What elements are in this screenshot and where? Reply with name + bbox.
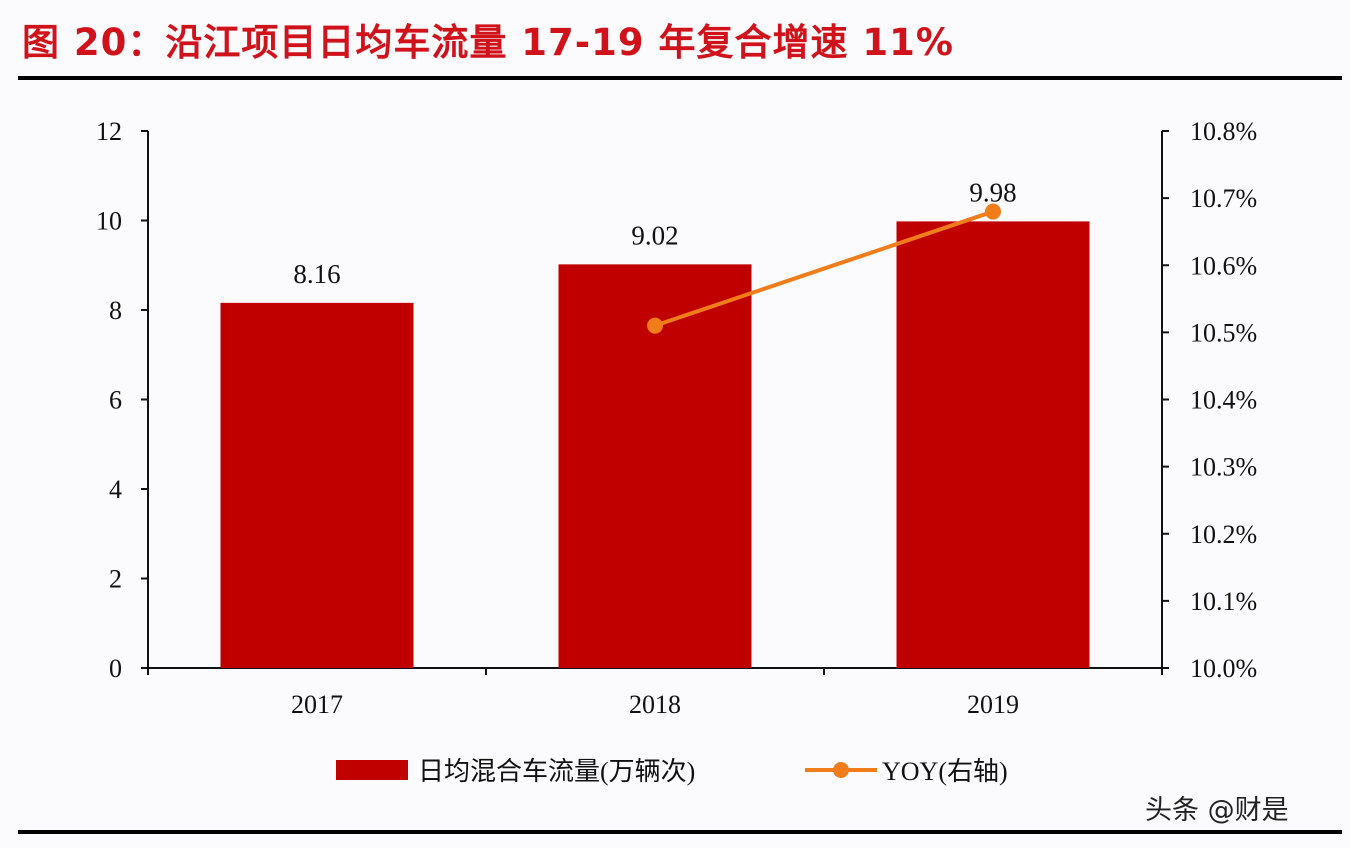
x-tick-label: 2017 [291,690,343,719]
left-tick-label: 0 [109,654,122,683]
watermark: 头条 @财是 [1145,795,1289,826]
right-tick-label: 10.2% [1190,520,1257,549]
x-tick-label: 2018 [629,690,681,719]
left-tick-label: 4 [109,475,122,504]
bar-2017 [220,302,414,668]
left-tick-label: 12 [96,117,122,146]
right-tick-label: 10.4% [1190,386,1257,415]
yoy-line [654,209,994,328]
left-tick-label: 8 [109,296,122,325]
left-tick-label: 6 [109,386,122,415]
bar-data-label: 8.16 [293,259,340,289]
yoy-point [647,317,663,334]
yoy-point [985,203,1001,220]
right-tick-label: 10.0% [1190,654,1257,683]
bar-data-label: 9.02 [631,220,678,250]
bottom-rule [18,830,1342,834]
right-tick-label: 10.6% [1190,251,1257,280]
right-tick-label: 10.1% [1190,587,1257,616]
legend-line-marker [833,762,849,778]
legend-bar-label: 日均混合车流量(万辆次) [418,757,695,786]
chart-title: 图 20：沿江项目日均车流量 17-19 年复合增速 11% [22,21,954,64]
bar-2019 [896,221,1090,668]
right-tick-label: 10.8% [1190,117,1257,146]
right-tick-label: 10.5% [1190,318,1257,347]
bar-data-label: 9.98 [969,177,1016,207]
legend-bar-swatch [336,760,408,780]
left-tick-label: 2 [109,565,122,594]
left-tick-label: 10 [96,207,122,236]
right-tick-label: 10.7% [1190,184,1257,213]
top-rule [18,76,1342,80]
x-tick-label: 2019 [967,690,1019,719]
right-tick-label: 10.3% [1190,453,1257,482]
legend-line-label: YOY(右轴) [882,757,1008,786]
